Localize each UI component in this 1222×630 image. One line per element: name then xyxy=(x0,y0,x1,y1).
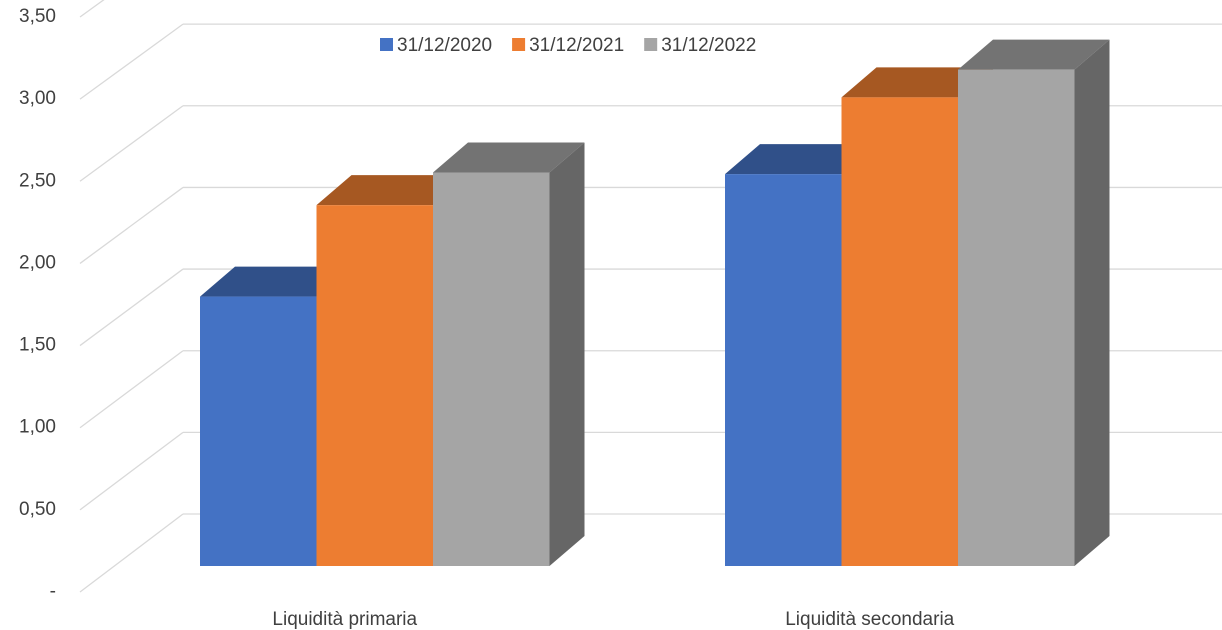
legend-label: 31/12/2020 xyxy=(397,35,492,56)
bar xyxy=(725,174,842,566)
y-tick-label: 3,00 xyxy=(19,88,56,109)
y-tick-label: 2,50 xyxy=(19,170,56,191)
bar-top xyxy=(316,175,468,206)
grid-line-side xyxy=(79,105,184,182)
bar xyxy=(958,69,1075,567)
grid-line-side xyxy=(79,513,184,593)
y-tick-label: 1,00 xyxy=(19,417,56,438)
bar-top xyxy=(725,144,877,175)
grid-line-side xyxy=(79,350,184,429)
bar xyxy=(316,205,433,567)
y-tick-label: 3,50 xyxy=(19,6,56,27)
bar-top xyxy=(433,142,585,173)
legend-swatch xyxy=(380,38,393,51)
legend-swatch xyxy=(512,38,526,51)
grid-line-side xyxy=(79,431,184,511)
bar-side xyxy=(1074,39,1110,566)
x-tick-label: Liquidità secondaria xyxy=(785,609,954,630)
y-tick-label: 1,50 xyxy=(19,335,56,356)
bar xyxy=(841,97,958,567)
bar-top xyxy=(958,39,1110,70)
grid-line-side xyxy=(79,0,105,18)
bar-side xyxy=(549,142,585,566)
bar-top xyxy=(841,67,993,98)
y-tick-label: 2,00 xyxy=(19,252,56,273)
legend-label: 31/12/2021 xyxy=(529,35,624,56)
x-tick-label: Liquidità primaria xyxy=(272,609,417,630)
bar-top xyxy=(200,266,352,297)
y-tick-label: - xyxy=(50,581,56,602)
grid-line-side xyxy=(79,268,184,347)
bar xyxy=(200,296,317,566)
grid-line-side xyxy=(79,23,184,100)
y-tick-label: 0,50 xyxy=(19,499,56,520)
bar xyxy=(433,172,550,566)
legend-swatch xyxy=(644,38,658,51)
grid-line-side xyxy=(79,186,184,264)
legend-label: 31/12/2022 xyxy=(661,35,756,56)
